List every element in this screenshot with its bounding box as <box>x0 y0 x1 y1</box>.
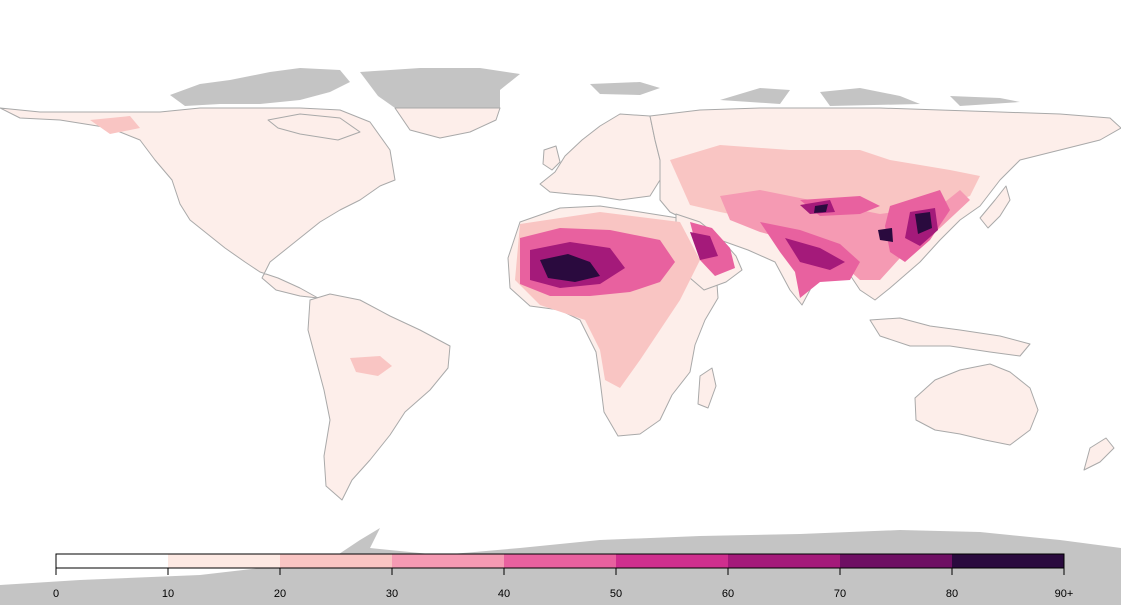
legend-tick-label: 40 <box>498 588 510 600</box>
legend-bin <box>616 554 728 568</box>
north-america <box>0 107 396 299</box>
legend: 0 10 20 30 40 50 60 70 80 90+ <box>53 553 1074 600</box>
level-40-50 <box>520 190 950 298</box>
canadian-archipelago <box>267 113 361 141</box>
japan <box>979 185 1011 229</box>
legend-tick-label: 60 <box>722 588 734 600</box>
level-20-30-brazil <box>350 356 392 376</box>
level-60-70 <box>530 200 938 288</box>
legend-tick-label: 50 <box>610 588 622 600</box>
australia <box>914 363 1039 446</box>
russian-arctic-islands <box>590 82 1020 106</box>
legend-bin <box>168 554 280 568</box>
legend-bin <box>280 554 392 568</box>
legend-bin <box>56 554 168 568</box>
intensity-overlays <box>90 116 980 388</box>
level-10-20-alaska <box>90 116 140 134</box>
new-zealand <box>1083 437 1115 471</box>
legend-tick-label: 10 <box>162 588 174 600</box>
legend-bin <box>840 554 952 568</box>
legend-tick-label: 0 <box>53 588 59 600</box>
arctic-islands <box>170 68 350 106</box>
greenland <box>360 68 520 108</box>
greenland-south <box>394 107 501 139</box>
legend-tick-label: 30 <box>386 588 398 600</box>
legend-bin <box>504 554 616 568</box>
legend-tick-label: 20 <box>274 588 286 600</box>
legend-tick-label: 90+ <box>1055 588 1074 600</box>
legend-tick-label: 70 <box>834 588 846 600</box>
madagascar <box>697 367 717 409</box>
south-america <box>307 293 451 501</box>
legend-bin <box>728 554 840 568</box>
legend-bin <box>952 554 1064 568</box>
legend-tick-label: 80 <box>946 588 958 600</box>
legend-frame <box>55 553 1065 569</box>
southeast-asia-islands <box>869 317 1031 357</box>
legend-bin <box>392 554 504 568</box>
british-isles <box>542 145 561 171</box>
level-80-90 <box>540 204 932 282</box>
